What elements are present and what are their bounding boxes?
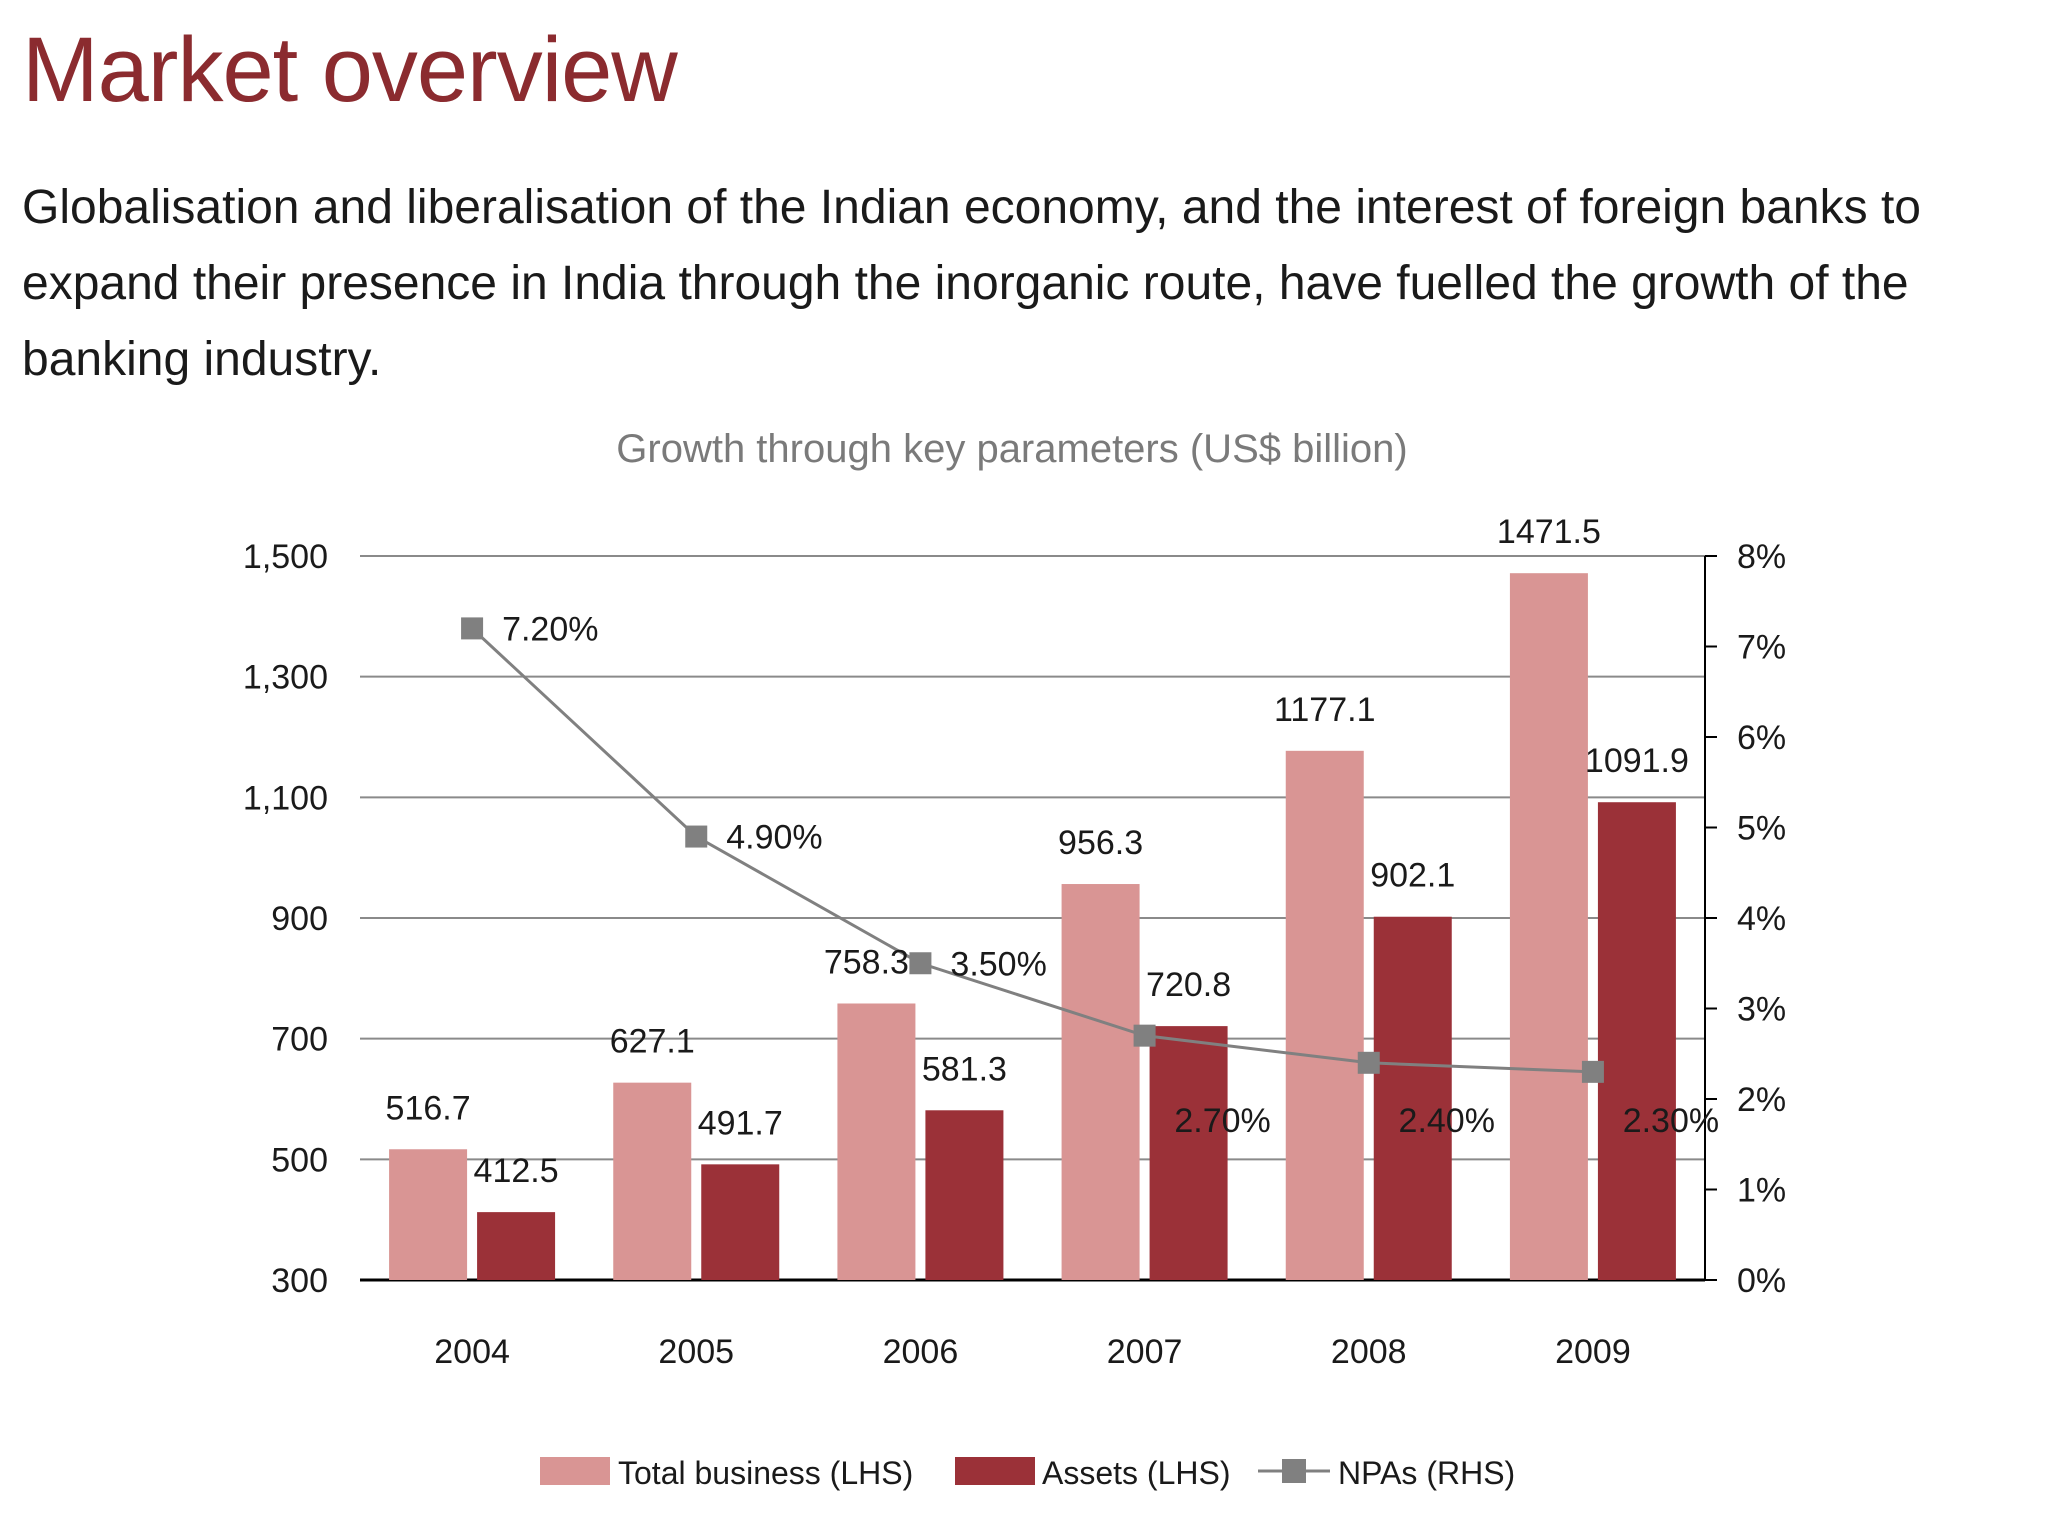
bar-total-business (1285, 750, 1364, 1280)
bar-assets (1597, 802, 1676, 1280)
data-label-npas: 7.20% (502, 610, 598, 648)
bar-assets (925, 1110, 1004, 1280)
y-left-tick-label: 500 (271, 1141, 328, 1179)
y-left-tick-label: 1,100 (243, 779, 328, 817)
y-left-tick-label: 700 (271, 1021, 328, 1059)
data-label-npas: 3.50% (950, 945, 1046, 983)
npa-marker (685, 825, 708, 848)
page-title: Market overview (22, 19, 678, 121)
bars (389, 573, 1676, 1280)
legend-swatch-assets (955, 1457, 1035, 1485)
chart-title: Growth through key parameters (US$ billi… (616, 427, 1407, 471)
y-right-tick-label: 2% (1737, 1081, 1786, 1119)
npa-marker (461, 617, 484, 640)
bar-total-business (389, 1149, 468, 1280)
data-label-npas: 2.30% (1623, 1102, 1719, 1140)
bar-assets (1149, 1026, 1228, 1280)
data-label-total-business: 956.3 (1058, 824, 1143, 862)
intro-paragraph: Globalisation and liberalisation of the … (22, 181, 1921, 386)
bar-assets (1373, 916, 1452, 1280)
data-label-npas: 2.70% (1174, 1102, 1270, 1140)
bar-total-business (1061, 884, 1140, 1280)
legend-marker-npas (1282, 1459, 1306, 1483)
bar-total-business (613, 1082, 692, 1280)
data-label-assets: 581.3 (922, 1050, 1007, 1088)
y-left-tick-label: 900 (271, 900, 328, 938)
y-right-tick-label: 4% (1737, 900, 1786, 938)
x-tick-label: 2005 (658, 1333, 734, 1371)
data-label-assets: 491.7 (698, 1104, 783, 1142)
npa-marker (1357, 1051, 1380, 1074)
y-left-tick-label: 1,500 (243, 538, 328, 576)
npa-marker (1581, 1060, 1604, 1083)
data-label-total-business: 758.3 (824, 943, 909, 981)
y-right-tick-label: 6% (1737, 719, 1786, 757)
y-left-tick-label: 300 (271, 1262, 328, 1300)
y-right-tick-label: 1% (1737, 1172, 1786, 1210)
x-tick-label: 2006 (883, 1333, 959, 1371)
npa-line (461, 617, 1604, 1083)
y-right-tick-label: 5% (1737, 810, 1786, 848)
legend-label-npas: NPAs (RHS) (1338, 1455, 1515, 1491)
y-right-tick-label: 8% (1737, 538, 1786, 576)
y-right-tick-label: 0% (1737, 1262, 1786, 1300)
y-left-tick-label: 1,300 (243, 659, 328, 697)
data-label-total-business: 1471.5 (1497, 513, 1601, 551)
npa-marker (1133, 1024, 1156, 1047)
x-tick-label: 2007 (1107, 1333, 1183, 1371)
bar-assets (701, 1164, 780, 1280)
data-label-assets: 1091.9 (1585, 742, 1689, 780)
data-label-total-business: 516.7 (386, 1089, 471, 1127)
npa-marker (909, 952, 932, 975)
legend-label-total-business: Total business (LHS) (618, 1455, 913, 1491)
data-label-total-business: 1177.1 (1274, 691, 1375, 729)
bar-total-business (837, 1003, 916, 1280)
legend-label-assets: Assets (LHS) (1042, 1455, 1230, 1491)
y-right-tick-label: 7% (1737, 629, 1786, 667)
y-right-tick-label: 3% (1737, 991, 1786, 1029)
data-label-assets: 902.1 (1370, 857, 1455, 895)
bar-assets (477, 1212, 556, 1280)
x-tick-label: 2009 (1555, 1333, 1631, 1371)
gridlines (360, 555, 1705, 1282)
bar-total-business (1509, 573, 1588, 1280)
legend: Total business (LHS) Assets (LHS) NPAs (… (540, 1455, 1515, 1491)
x-tick-label: 2004 (434, 1333, 510, 1371)
npa-line-path (471, 627, 1593, 1074)
data-label-assets: 412.5 (474, 1152, 559, 1190)
data-label-npas: 4.90% (726, 819, 822, 857)
legend-swatch-total-business (540, 1457, 610, 1485)
axes: 300 500 700 900 1,100 1,300 1,500 0% 1% 2% 3% 4% 5% 6… (243, 538, 1786, 1371)
data-label-assets: 720.8 (1146, 966, 1231, 1004)
data-label-total-business: 627.1 (610, 1023, 695, 1061)
data-label-npas: 2.40% (1399, 1102, 1495, 1140)
x-tick-label: 2008 (1331, 1333, 1407, 1371)
